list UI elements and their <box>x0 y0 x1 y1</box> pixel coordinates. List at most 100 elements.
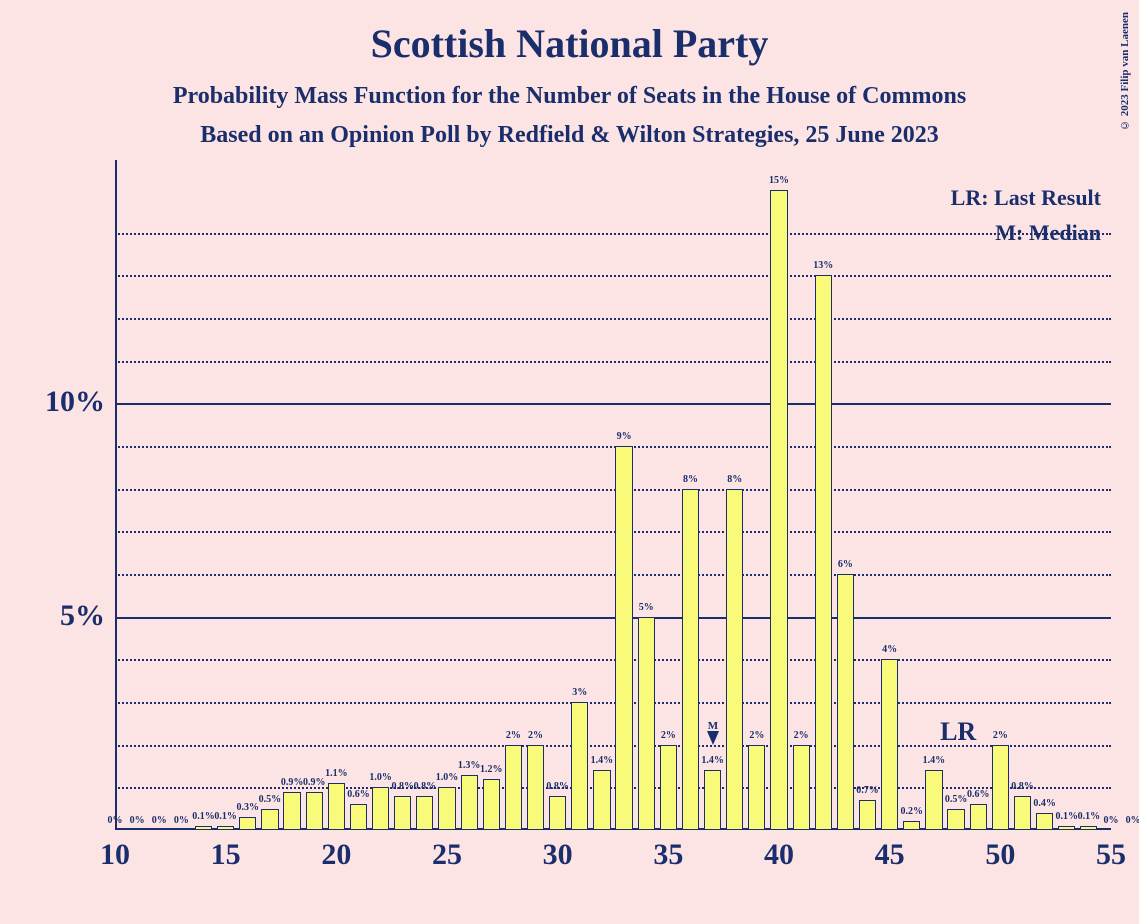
bar <box>1080 826 1097 830</box>
x-axis-tick-label: 20 <box>316 838 356 872</box>
bar-value-label: 3% <box>566 687 594 698</box>
bar-value-label: 2% <box>522 730 550 741</box>
bar <box>350 804 367 830</box>
bar-value-label: 0.6% <box>964 789 992 800</box>
y-axis-tick-label: 5% <box>30 599 105 633</box>
bar <box>815 275 832 830</box>
bar-value-label: 0.8% <box>544 781 572 792</box>
legend-lr: LR: Last Result <box>951 185 1101 211</box>
bar <box>461 775 478 830</box>
bar <box>416 796 433 830</box>
bar <box>881 659 898 830</box>
bar-value-label: 15% <box>765 175 793 186</box>
bar-value-label: 0.8% <box>1008 781 1036 792</box>
bar <box>682 489 699 830</box>
x-axis-tick-label: 45 <box>870 838 910 872</box>
bar <box>195 826 212 830</box>
bar-value-label: 1.2% <box>477 764 505 775</box>
bar <box>1036 813 1053 830</box>
bar <box>992 745 1009 830</box>
bar <box>704 770 721 830</box>
bar-value-label: 2% <box>743 730 771 741</box>
bar-value-label: 13% <box>809 260 837 271</box>
bar <box>748 745 765 830</box>
bar <box>970 804 987 830</box>
bar-value-label: 1.1% <box>322 768 350 779</box>
bar-value-label: 0% <box>1119 815 1139 826</box>
bar-value-label: 8% <box>721 474 749 485</box>
bar <box>549 796 566 830</box>
bar <box>217 826 234 830</box>
gridline-minor <box>115 318 1111 320</box>
bar <box>239 817 256 830</box>
bar-value-label: 2% <box>787 730 815 741</box>
bar-value-label: 9% <box>610 431 638 442</box>
y-axis-tick-label: 10% <box>30 385 105 419</box>
gridline-major <box>115 403 1111 405</box>
chart-container: Scottish National Party Probability Mass… <box>0 0 1139 924</box>
bar <box>593 770 610 830</box>
gridline-minor <box>115 361 1111 363</box>
x-axis-tick-label: 30 <box>538 838 578 872</box>
gridline-minor <box>115 574 1111 576</box>
x-axis-tick-label: 50 <box>980 838 1020 872</box>
median-marker-icon: M <box>703 719 723 752</box>
bar-value-label: 1.4% <box>920 755 948 766</box>
bar <box>903 821 920 830</box>
x-axis-tick-label: 40 <box>759 838 799 872</box>
gridline-minor <box>115 489 1111 491</box>
bar-value-label: 1.0% <box>433 772 461 783</box>
svg-text:M: M <box>707 720 718 732</box>
bar-value-label: 4% <box>876 644 904 655</box>
gridline-minor <box>115 233 1111 235</box>
gridline-minor <box>115 275 1111 277</box>
bar <box>372 787 389 830</box>
x-axis-tick-label: 10 <box>95 838 135 872</box>
bar <box>328 783 345 830</box>
x-axis-tick-label: 25 <box>427 838 467 872</box>
bar-value-label: 0.5% <box>256 794 284 805</box>
subtitle-line-2: Based on an Opinion Poll by Redfield & W… <box>0 110 1139 149</box>
bar <box>394 796 411 830</box>
bar <box>483 779 500 830</box>
bar <box>837 574 854 830</box>
bar <box>571 702 588 830</box>
x-axis-tick-label: 15 <box>206 838 246 872</box>
page-title: Scottish National Party <box>0 0 1139 67</box>
gridline-major <box>115 617 1111 619</box>
gridline-minor <box>115 659 1111 661</box>
bar-value-label: 2% <box>986 730 1014 741</box>
gridline-minor <box>115 787 1111 789</box>
bar-value-label: 0.6% <box>344 789 372 800</box>
bar <box>283 792 300 830</box>
bar-value-label: 2% <box>654 730 682 741</box>
bar <box>438 787 455 830</box>
bar <box>505 745 522 830</box>
bar-value-label: 0.7% <box>854 785 882 796</box>
bar <box>726 489 743 830</box>
gridline-minor <box>115 446 1111 448</box>
gridline-minor <box>115 531 1111 533</box>
subtitle-line-1: Probability Mass Function for the Number… <box>0 67 1139 110</box>
bar <box>660 745 677 830</box>
y-axis <box>115 160 117 830</box>
bar <box>261 809 278 830</box>
bar-value-label: 0.2% <box>898 806 926 817</box>
bar <box>638 617 655 830</box>
bar <box>770 190 787 830</box>
bar <box>1058 826 1075 830</box>
bar <box>1014 796 1031 830</box>
chart-area: LR: Last Result M: Median 5%10%101520253… <box>115 190 1111 830</box>
bar-value-label: 1.4% <box>588 755 616 766</box>
bar <box>925 770 942 830</box>
bar-value-label: 5% <box>632 602 660 613</box>
bar <box>859 800 876 830</box>
bar <box>615 446 632 830</box>
copyright-label: © 2023 Filip van Laenen <box>1119 12 1131 131</box>
bar <box>527 745 544 830</box>
gridline-minor <box>115 702 1111 704</box>
x-axis-tick-label: 35 <box>648 838 688 872</box>
x-axis-tick-label: 55 <box>1091 838 1131 872</box>
bar <box>793 745 810 830</box>
bar <box>947 809 964 830</box>
